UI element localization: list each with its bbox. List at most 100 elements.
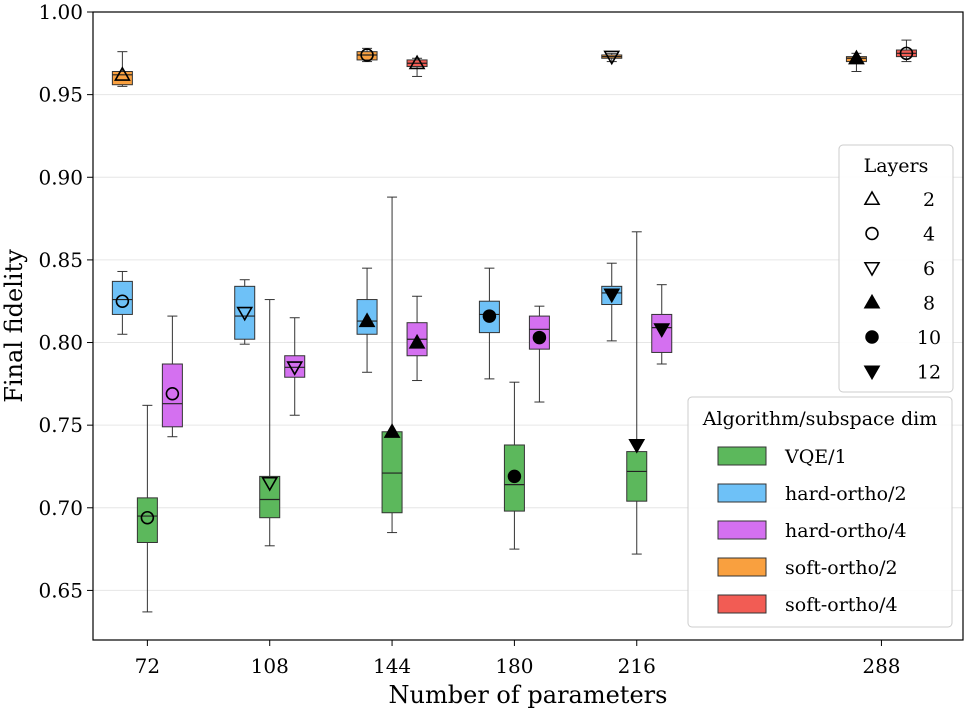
- marker-triangle-down-open: [603, 50, 621, 66]
- box-body: [161, 363, 183, 428]
- box-body: [111, 70, 133, 86]
- box-hard2-216: [601, 262, 623, 342]
- algorithm-legend: Algorithm/subspace dim VQE/1 hard-ortho/2…: [687, 396, 953, 628]
- marker-circle-open: [165, 387, 180, 401]
- y-tick-label: 0.70: [38, 496, 83, 520]
- box-body: [356, 51, 378, 61]
- y-tick-label: 0.85: [38, 248, 83, 272]
- legend-swatch-hard2: [717, 483, 767, 503]
- box-body: [111, 280, 133, 315]
- marker-triangle-down-filled: [603, 288, 621, 304]
- box-vqe1-216: [626, 231, 648, 555]
- marker-triangle-down-open: [286, 361, 304, 376]
- y-tick-label: 0.65: [38, 578, 83, 602]
- marker-circle-open: [115, 294, 130, 308]
- box-body: [381, 431, 403, 514]
- layers-legend-box: [838, 144, 954, 393]
- box-soft4-144: [406, 54, 428, 77]
- box-hard4-180: [528, 305, 550, 403]
- marker-triangle-down-filled: [863, 365, 881, 381]
- algorithm-legend-label: hard-ortho/2: [785, 483, 907, 505]
- box-vqe1-180: [503, 381, 525, 550]
- layers-legend-label: 12: [917, 362, 941, 384]
- marker-circle-open: [865, 226, 879, 241]
- box-hard2-72: [111, 270, 133, 335]
- box-vqe1-108: [259, 299, 281, 547]
- series-soft4: [406, 39, 917, 77]
- marker-circle-open: [360, 48, 374, 62]
- marker-triangle-down-open: [261, 476, 279, 492]
- box-soft2-144: [356, 47, 378, 63]
- y-tick-label: 1.00: [38, 0, 83, 24]
- box-vqe1-144: [381, 196, 403, 534]
- layers-legend-title: Layers: [864, 155, 929, 177]
- box-body: [234, 285, 256, 340]
- marker-triangle-up-filled: [383, 423, 401, 438]
- box-soft2-72: [111, 51, 133, 87]
- box-hard2-144: [356, 267, 378, 373]
- marker-triangle-down-open: [236, 306, 254, 322]
- layers-legend-label: 10: [917, 327, 941, 349]
- x-axis: 72 108 144 180 216 288: [135, 640, 901, 678]
- y-tick-label: 0.90: [38, 165, 83, 189]
- marker-triangle-down-filled: [628, 438, 646, 454]
- layers-legend-label: 4: [923, 224, 935, 246]
- box-hard2-180: [478, 267, 500, 380]
- y-tick-label: 0.75: [38, 413, 83, 437]
- marker-circle-filled: [482, 309, 497, 323]
- algorithm-legend-box: [687, 396, 953, 628]
- box-soft2-216: [601, 50, 623, 66]
- marker-triangle-down-filled: [653, 323, 671, 338]
- box-vqe1-72: [136, 404, 158, 613]
- x-tick-label: 216: [618, 654, 656, 678]
- box-body: [136, 497, 158, 543]
- legend-swatch-soft2: [717, 557, 767, 577]
- marker-circle-filled: [865, 330, 879, 344]
- box-hard4-108: [284, 317, 306, 416]
- legend-swatch-soft4: [717, 594, 767, 614]
- box-hard4-144: [406, 295, 428, 382]
- legend-swatch-vqe1: [717, 446, 767, 466]
- grid-lines: [93, 11, 963, 591]
- layers-legend-label: 2: [923, 189, 935, 211]
- algorithm-legend-label: soft-ortho/4: [785, 594, 898, 616]
- x-tick-label: 72: [135, 654, 160, 678]
- x-axis-title: Number of parameters: [389, 681, 668, 709]
- box-hard4-216: [651, 284, 673, 365]
- layers-legend-label: 8: [923, 293, 935, 315]
- marker-circle-filled: [507, 469, 522, 484]
- marker-triangle-up-filled: [358, 312, 376, 328]
- marker-triangle-up-filled: [863, 293, 881, 309]
- box-soft4-288: [895, 39, 917, 63]
- plot-frame: [92, 11, 964, 641]
- marker-triangle-up-filled: [848, 49, 865, 65]
- box-body: [284, 355, 306, 378]
- plot-area: [111, 39, 917, 613]
- marker-circle-filled: [532, 330, 547, 345]
- box-hard4-72: [161, 315, 183, 438]
- box-body: [259, 475, 281, 519]
- layers-legend: Layers 2 4 6 8 10 12: [838, 144, 954, 393]
- algorithm-legend-label: soft-ortho/2: [785, 557, 898, 579]
- layers-legend-label: 6: [923, 258, 935, 280]
- y-tick-label: 0.80: [38, 331, 83, 355]
- marker-triangle-up-filled: [408, 333, 426, 349]
- marker-triangle-up-open: [408, 54, 426, 70]
- series-hard2: [111, 262, 623, 380]
- x-tick-label: 108: [251, 654, 289, 678]
- y-axis-title: Final fidelity: [0, 249, 28, 403]
- marker-circle-open: [899, 46, 914, 61]
- algorithm-legend-title: Algorithm/subspace dim: [702, 408, 937, 430]
- x-tick-label: 144: [373, 654, 411, 678]
- series-hard4: [161, 284, 673, 438]
- box-body: [626, 451, 648, 502]
- marker-triangle-up-open: [863, 190, 881, 206]
- algorithm-legend-label: VQE/1: [784, 446, 847, 468]
- box-soft2-288: [845, 49, 867, 72]
- series-vqe1: [136, 196, 648, 613]
- x-tick-label: 180: [495, 654, 533, 678]
- y-tick-label: 0.95: [38, 83, 83, 107]
- x-tick-label: 288: [862, 654, 900, 678]
- algorithm-legend-label: hard-ortho/4: [785, 520, 907, 542]
